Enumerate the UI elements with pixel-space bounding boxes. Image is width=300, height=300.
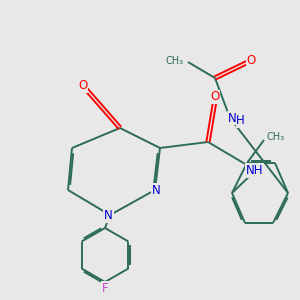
Text: N: N [104, 209, 113, 222]
Text: O: O [210, 91, 220, 103]
Text: CH₃: CH₃ [165, 56, 184, 65]
Text: N: N [152, 184, 161, 196]
Text: N: N [228, 112, 237, 124]
Text: O: O [78, 79, 87, 92]
Text: O: O [246, 54, 256, 67]
Text: F: F [102, 282, 108, 295]
Text: H: H [236, 115, 245, 128]
Text: NH: NH [246, 164, 263, 177]
Text: CH₃: CH₃ [266, 132, 284, 142]
